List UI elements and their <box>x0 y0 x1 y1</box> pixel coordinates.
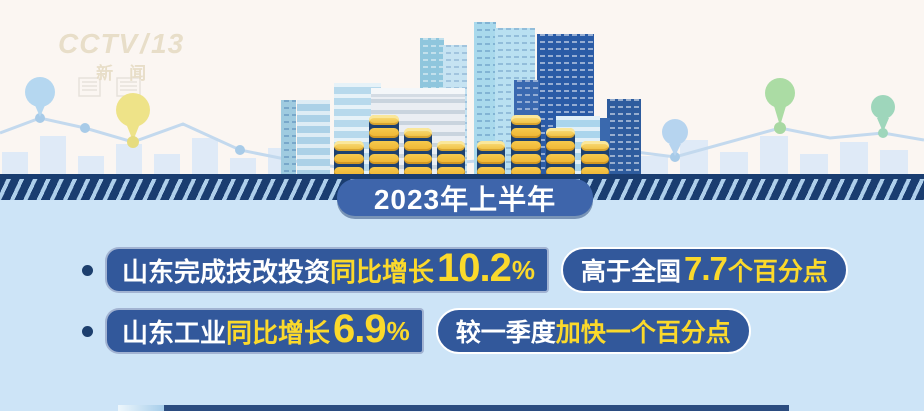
coin-stack <box>511 115 541 177</box>
coin-stack <box>546 128 575 177</box>
stat-label: 山东工业 <box>122 317 227 348</box>
building <box>607 99 641 176</box>
stat-value: 6.9 <box>333 307 387 351</box>
note-prefix: 高于全国 <box>581 258 682 286</box>
period-title: 2023年上半年 <box>337 179 593 216</box>
building <box>297 100 330 176</box>
note-value: 7.7 <box>684 249 728 287</box>
bullet-icon <box>82 325 93 337</box>
lower-background <box>0 200 924 411</box>
note-suffix: 个百分点 <box>727 258 828 286</box>
bottom-edge-strip <box>164 405 789 411</box>
logo-brand: CCTV <box>58 28 139 59</box>
building <box>474 22 496 176</box>
stat-box-industry: 山东工业 同比增长 6.9 % <box>105 308 424 354</box>
stat-row-industry: 山东工业 同比增长 6.9 % 较一季度 加快一个百分点 <box>82 308 751 354</box>
stat-unit: % <box>511 254 536 285</box>
coin-stack <box>369 115 399 177</box>
coin-stack <box>437 141 465 177</box>
logo-slash: / <box>140 28 150 59</box>
balloon-markers-icon <box>25 77 895 162</box>
logo-channel-number: 13 <box>151 28 185 59</box>
stat-value: 10.2 <box>437 246 512 290</box>
bullet-icon <box>82 264 93 276</box>
stat-note-vs-national: 高于全国 7.7 个百分点 <box>561 247 848 293</box>
stat-metric-label: 同比增长 <box>330 256 435 287</box>
bottom-edge-strip-light <box>118 405 164 411</box>
stat-box-tech-investment: 山东完成技改投资 同比增长 10.2 % <box>105 246 550 293</box>
stat-unit: % <box>386 315 410 346</box>
stat-label: 山东完成技改投资 <box>122 256 331 287</box>
note-suffix: 加快一个百分点 <box>555 319 731 347</box>
stat-row-tech-investment: 山东完成技改投资 同比增长 10.2 % 高于全国 7.7 个百分点 <box>82 247 848 293</box>
note-prefix: 较一季度 <box>455 319 556 347</box>
logo-subtitle: 新闻 <box>96 64 163 83</box>
building <box>281 100 296 176</box>
coin-stack <box>334 141 364 177</box>
trend-line-decoration <box>0 116 924 172</box>
coin-stack <box>477 141 505 177</box>
cctv13-logo: CCTV/13 新闻 <box>58 28 185 83</box>
stat-note-vs-quarter: 较一季度 加快一个百分点 <box>435 308 751 354</box>
stat-metric-label: 同比增长 <box>226 317 331 348</box>
coin-stack <box>581 141 609 177</box>
coin-stack <box>404 128 432 177</box>
